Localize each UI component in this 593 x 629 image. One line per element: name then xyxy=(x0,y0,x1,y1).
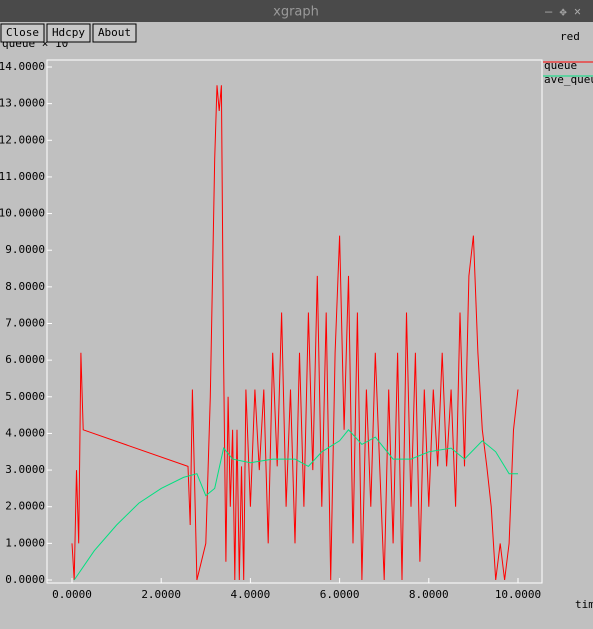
button-label[interactable]: Close xyxy=(6,26,39,39)
button-label[interactable]: Hdcpy xyxy=(52,26,85,39)
legend-label: queue xyxy=(544,59,577,72)
y-tick-label: 1.0000 xyxy=(5,536,45,549)
legend-label: ave_queue xyxy=(544,73,593,86)
y-tick-label: 10.0000 xyxy=(0,207,45,220)
x-axis-label: time xyxy=(575,598,593,611)
plot-frame xyxy=(46,59,543,584)
title-bar xyxy=(0,0,593,22)
y-tick-label: 4.0000 xyxy=(5,426,45,439)
x-tick-label: 2.0000 xyxy=(141,588,181,601)
series-line xyxy=(71,85,519,581)
x-tick-label: 6.0000 xyxy=(320,588,360,601)
y-tick-label: 0.0000 xyxy=(5,573,45,586)
x-tick-label: 0.0000 xyxy=(52,588,92,601)
y-tick-label: 7.0000 xyxy=(5,317,45,330)
window-title: xgraph xyxy=(273,5,319,20)
button-label[interactable]: About xyxy=(98,26,131,39)
button[interactable] xyxy=(0,23,45,43)
y-tick-label: 9.0000 xyxy=(5,243,45,256)
y-tick-label: 8.0000 xyxy=(5,280,45,293)
y-tick-label: 11.0000 xyxy=(0,170,45,183)
y-tick-label: 12.0000 xyxy=(0,133,45,146)
button[interactable] xyxy=(46,23,91,43)
y-tick-label: 6.0000 xyxy=(5,353,45,366)
window-controls[interactable]: – ✥ × xyxy=(545,5,581,19)
chart-title: red xyxy=(560,30,580,43)
x-tick-label: 10.0000 xyxy=(495,588,541,601)
y-tick-label: 14.0000 xyxy=(0,60,45,73)
x-tick-label: 4.0000 xyxy=(231,588,271,601)
y-tick-label: 13.0000 xyxy=(0,97,45,110)
button[interactable] xyxy=(92,23,137,43)
y-tick-label: 5.0000 xyxy=(5,390,45,403)
x-tick-label: 8.0000 xyxy=(409,588,449,601)
series-line xyxy=(73,429,518,581)
y-tick-label: 3.0000 xyxy=(5,463,45,476)
y-tick-label: 2.0000 xyxy=(5,500,45,513)
